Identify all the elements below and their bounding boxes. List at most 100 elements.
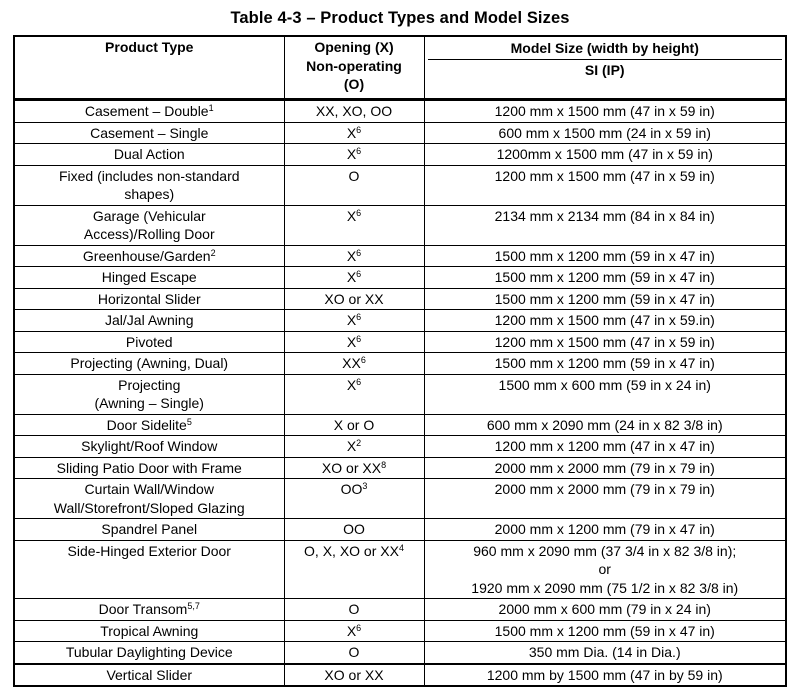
model-size-cell: 2000 mm x 600 mm (79 in x 24 in) xyxy=(423,598,787,621)
footnote-marker: 6 xyxy=(356,312,362,322)
model-size-cell: 1200 mm by 1500 mm (47 in by 59 in) xyxy=(423,662,787,687)
product-type-cell: Projecting (Awning – Single) xyxy=(13,373,285,415)
table-row: Horizontal Slider XO or XX 1500 mm x 1200 … xyxy=(13,287,787,310)
model-size-cell: 1500 mm x 1200 mm (59 in x 47 in) xyxy=(423,266,787,289)
header-opening-line-3: (O) xyxy=(343,76,365,92)
product-type-cell: Pivoted xyxy=(13,330,285,353)
product-type-cell: Door Transom5,7 xyxy=(13,598,285,621)
table-row: Pivoted X6 1200 mm x 1500 mm (47 in x 59 i… xyxy=(13,330,787,353)
model-size-cell: 1500 mm x 1200 mm (59 in x 47 in) xyxy=(423,352,787,375)
product-type-cell: Dual Action xyxy=(13,143,285,166)
product-type-cell: Garage (Vehicular Access)/Rolling Door xyxy=(13,204,285,246)
header-model-size: Model Size (width by height) SI (IP) xyxy=(423,35,787,101)
product-type-cell: Skylight/Roof Window xyxy=(13,435,285,458)
table-row: Door Sidelite5 X or O 600 mm x 2090 mm (24… xyxy=(13,413,787,436)
footnote-marker: 5,7 xyxy=(187,601,200,611)
product-type-cell: Door Sidelite5 xyxy=(13,413,285,436)
model-size-cell: 1500 mm x 1200 mm (59 in x 47 in) xyxy=(423,244,787,267)
opening-cell: X6 xyxy=(283,373,425,415)
table-row: Projecting (Awning – Single) X6 1500 mm x 6… xyxy=(13,373,787,415)
product-type-cell: Vertical Slider xyxy=(13,662,285,687)
opening-cell: XO or XX xyxy=(283,287,425,310)
opening-cell: X or O xyxy=(283,413,425,436)
opening-cell: X6 xyxy=(283,330,425,353)
model-size-cell: 1500 mm x 600 mm (59 in x 24 in) xyxy=(423,373,787,415)
table-header: Product Type Opening (X) Non-operating (… xyxy=(13,35,787,101)
product-type-cell: Sliding Patio Door with Frame xyxy=(13,456,285,479)
model-size-cell: 1200 mm x 1500 mm (47 in x 59 in) xyxy=(423,99,787,123)
table-row: Curtain Wall/Window Wall/Storefront/Slope… xyxy=(13,478,787,519)
opening-cell: X6 xyxy=(283,309,425,332)
header-product-type: Product Type xyxy=(13,35,285,101)
opening-cell: XO or XX8 xyxy=(283,456,425,479)
footnote-marker: 6 xyxy=(356,207,362,218)
footnote-marker: 6 xyxy=(356,124,362,135)
product-type-cell: Spandrel Panel xyxy=(13,518,285,541)
footnote-marker: 6 xyxy=(356,269,362,279)
opening-cell: XO or XX xyxy=(283,662,425,687)
model-size-cell: 2000 mm x 1200 mm (79 in x 47 in) xyxy=(423,518,787,541)
opening-cell: X6 xyxy=(283,619,425,642)
model-size-cell: 2000 mm x 2000 mm (79 in x 79 in) xyxy=(423,456,787,479)
table-row: Sliding Patio Door with Frame XO or XX8 20… xyxy=(13,456,787,479)
header-product-type-label: Product Type xyxy=(105,39,194,55)
table-row: Door Transom5,7 O 2000 mm x 600 mm (79 in … xyxy=(13,598,787,621)
footnote-marker: 3 xyxy=(362,481,368,491)
model-size-cell: 600 mm x 1500 mm (24 in x 59 in) xyxy=(423,121,787,144)
table-row: Vertical Slider XO or XX 1200 mm by 1500 m… xyxy=(13,662,787,687)
header-model-size-label: Model Size (width by height) xyxy=(427,38,782,60)
model-size-cell: 1500 mm x 1200 mm (59 in x 47 in) xyxy=(423,287,787,310)
opening-cell: X6 xyxy=(283,121,425,144)
footnote-marker: 6 xyxy=(356,376,362,387)
footnote-marker: 2 xyxy=(210,247,216,258)
table-row: Casement – Double1 XX, XO, OO 1200 mm x 15… xyxy=(13,99,787,123)
footnote-marker: 5 xyxy=(186,416,192,427)
opening-cell: X6 xyxy=(283,143,425,166)
table-row: Greenhouse/Garden2 X6 1500 mm x 1200 mm (5… xyxy=(13,244,787,267)
model-size-cell: 600 mm x 2090 mm (24 in x 82 3/8 in) xyxy=(423,413,787,436)
opening-cell: O xyxy=(283,164,425,206)
product-type-cell: Tropical Awning xyxy=(13,619,285,642)
table-title: Table 4-3 – Product Types and Model Size… xyxy=(230,9,570,27)
footnote-marker: 8 xyxy=(381,459,387,470)
footnote-marker: 6 xyxy=(356,622,362,633)
table-row: Skylight/Roof Window X2 1200 mm x 1200 mm … xyxy=(13,435,787,458)
model-size-cell: 2000 mm x 2000 mm (79 in x 79 in) xyxy=(423,478,787,519)
table-row: Tropical Awning X6 1500 mm x 1200 mm (59 i… xyxy=(13,619,787,642)
product-types-table: Product Type Opening (X) Non-operating (… xyxy=(13,35,787,687)
footnote-marker: 2 xyxy=(356,438,362,448)
footnote-marker: 4 xyxy=(398,542,404,553)
opening-cell: X6 xyxy=(283,266,425,289)
opening-cell: XX6 xyxy=(283,352,425,375)
table-row: Dual Action X6 1200mm x 1500 mm (47 in x 5… xyxy=(13,143,787,166)
footnote-marker: 6 xyxy=(356,146,362,156)
opening-cell: OO3 xyxy=(283,478,425,519)
header-opening: Opening (X) Non-operating (O) xyxy=(283,35,425,101)
product-type-cell: Jal/Jal Awning xyxy=(13,309,285,332)
opening-cell: O, X, XO or XX4 xyxy=(283,539,425,599)
footnote-marker: 6 xyxy=(356,333,362,344)
table-body: Casement – Double1 XX, XO, OO 1200 mm x 15… xyxy=(13,99,787,687)
model-size-cell: 1200 mm x 1500 mm (47 in x 59.in) xyxy=(423,309,787,332)
footnote-marker: 6 xyxy=(356,247,362,258)
model-size-cell: 1200 mm x 1500 mm (47 in x 59 in) xyxy=(423,164,787,206)
product-type-cell: Casement – Double1 xyxy=(13,99,285,123)
table-row: Casement – Single X6 600 mm x 1500 mm (24 … xyxy=(13,121,787,144)
product-type-cell: Side-Hinged Exterior Door xyxy=(13,539,285,599)
opening-cell: OO xyxy=(283,518,425,541)
header-row: Product Type Opening (X) Non-operating (… xyxy=(13,35,787,101)
product-type-cell: Tubular Daylighting Device xyxy=(13,641,285,664)
header-opening-line-2: Non-operating xyxy=(306,57,402,74)
product-type-cell: Casement – Single xyxy=(13,121,285,144)
product-type-cell: Hinged Escape xyxy=(13,266,285,289)
table-row: Jal/Jal Awning X6 1200 mm x 1500 mm (47 in… xyxy=(13,309,787,332)
model-size-cell: 2134 mm x 2134 mm (84 in x 84 in) xyxy=(423,204,787,246)
product-type-cell: Projecting (Awning, Dual) xyxy=(13,352,285,375)
table-row: Side-Hinged Exterior Door O, X, XO or XX4… xyxy=(13,539,787,599)
table-row: Garage (Vehicular Access)/Rolling Door X6 2… xyxy=(13,204,787,246)
table-row: Projecting (Awning, Dual) XX6 1500 mm x 12… xyxy=(13,352,787,375)
table-row: Tubular Daylighting Device O 350 mm Dia. (… xyxy=(13,641,787,664)
header-si-ip-label: SI (IP) xyxy=(584,61,625,78)
opening-cell: O xyxy=(283,598,425,621)
